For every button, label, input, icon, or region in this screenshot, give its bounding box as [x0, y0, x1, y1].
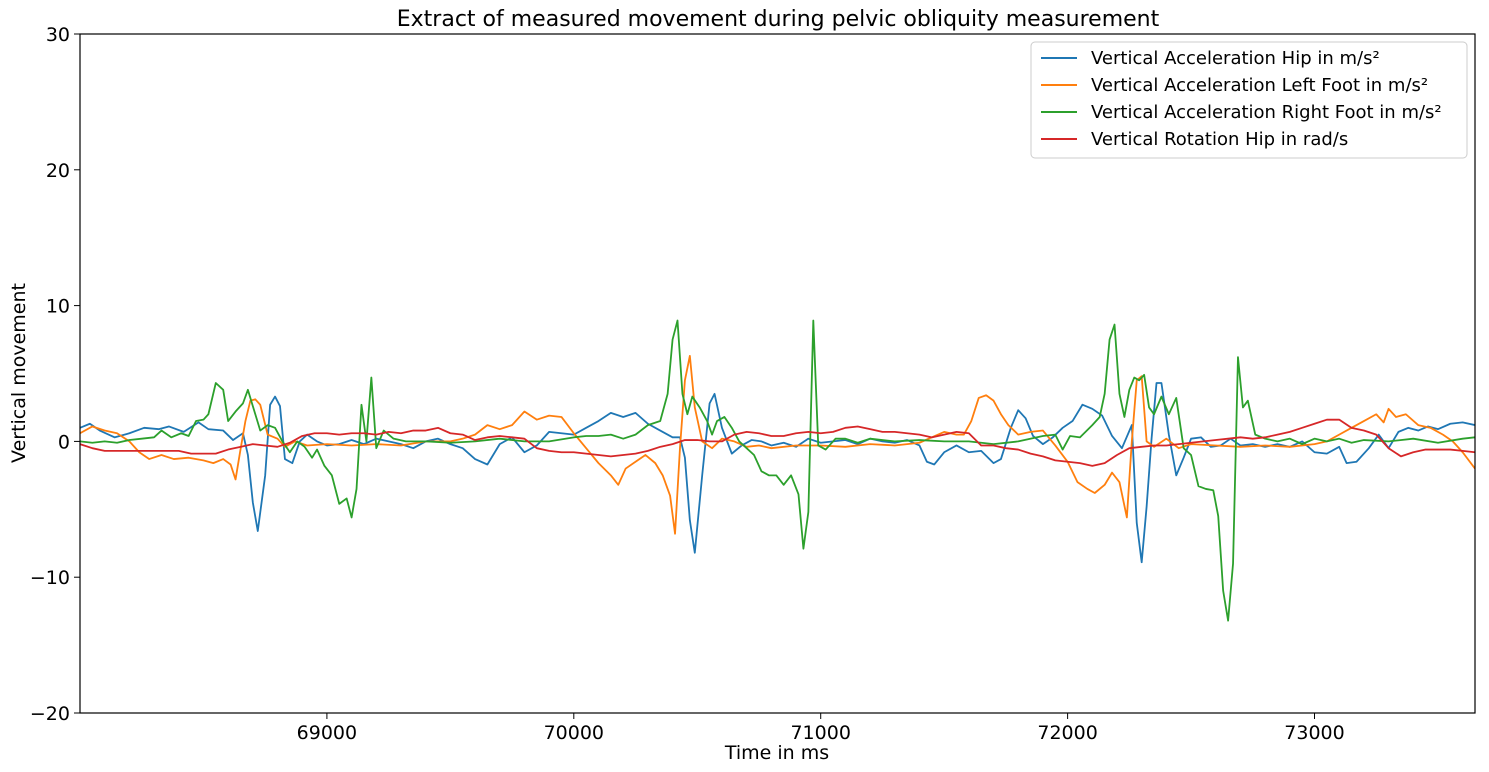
legend-label: Vertical Acceleration Right Foot in m/s²	[1091, 102, 1442, 123]
series-line-2	[80, 354, 1475, 535]
y-tick-label: 20	[46, 160, 70, 182]
x-axis-label: Time in ms	[724, 742, 829, 764]
plot-area	[80, 319, 1475, 622]
x-tick-label: 71000	[790, 722, 850, 744]
plot-frame	[79, 33, 1476, 714]
x-tick-label: 73000	[1284, 722, 1344, 744]
x-tick-label: 69000	[297, 722, 357, 744]
x-axis: 69000 70000 71000 72000 73000	[297, 713, 1345, 744]
y-tick-label: 10	[46, 296, 70, 318]
x-tick-label: 70000	[544, 722, 604, 744]
legend: Vertical Acceleration Hip in m/s² Vertica…	[1030, 41, 1468, 159]
series-line-4	[80, 418, 1475, 467]
y-axis-label: Vertical movement	[8, 283, 30, 463]
y-tick-label: 0	[58, 431, 70, 453]
chart-title: Extract of measured movement during pelv…	[397, 7, 1160, 32]
y-tick-label: −10	[30, 567, 70, 589]
legend-label: Vertical Rotation Hip in rad/s	[1091, 129, 1348, 150]
legend-box	[1030, 41, 1468, 159]
y-tick-label: 30	[46, 24, 70, 46]
y-axis: −20 −10 0 10 20 30	[30, 24, 80, 725]
y-tick-label: −20	[30, 703, 70, 725]
series-line-1	[80, 382, 1475, 564]
x-tick-label: 72000	[1037, 722, 1097, 744]
series-line-3	[80, 319, 1475, 622]
legend-label: Vertical Acceleration Hip in m/s²	[1091, 48, 1380, 69]
legend-label: Vertical Acceleration Left Foot in m/s²	[1091, 75, 1428, 96]
